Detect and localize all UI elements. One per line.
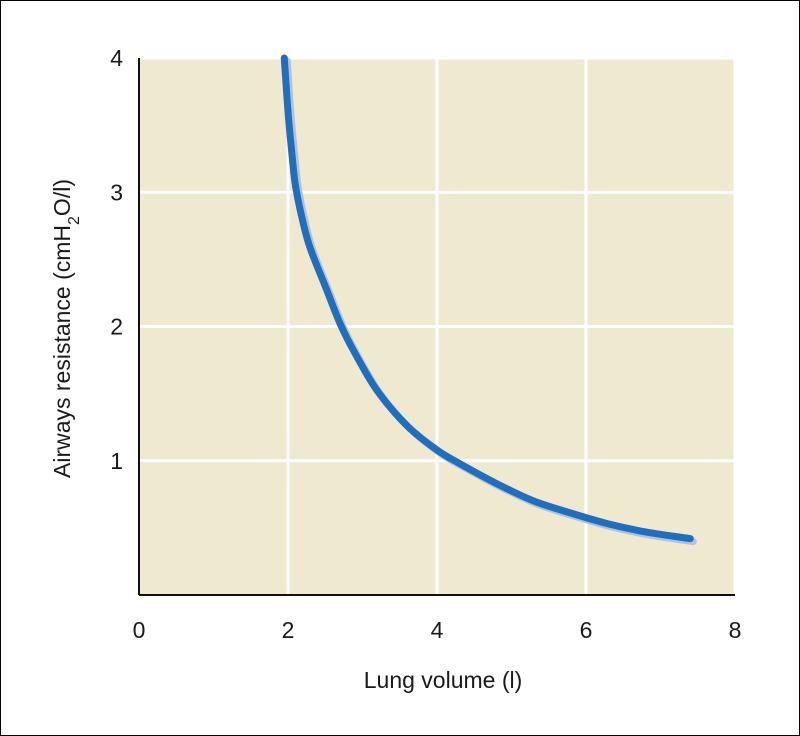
- x-tick-label-0: 0: [133, 617, 146, 643]
- y-axis-title-main: Airways resistance (cmH: [49, 225, 75, 478]
- y-tick-label-3: 3: [110, 179, 123, 205]
- y-tick-label-4: 4: [110, 45, 123, 71]
- x-tick-label-2: 2: [282, 617, 295, 643]
- y-tick-label-1: 1: [110, 448, 123, 474]
- x-tick-label-6: 6: [580, 617, 593, 643]
- series-line-0: [280, 54, 694, 543]
- tick-labels: 0 2 4 6 8 1 2 3 4: [110, 45, 741, 643]
- x-tick-label-8: 8: [729, 617, 742, 643]
- y-axis-title-subscript: 2: [66, 216, 83, 225]
- series-group: [280, 54, 697, 546]
- x-tick-label-4: 4: [431, 617, 444, 643]
- axes: [138, 58, 735, 596]
- y-tick-label-2: 2: [110, 314, 123, 340]
- y-axis-title: Airways resistance (cmH2O/l): [49, 179, 83, 478]
- x-axis-title: Lung volume (l): [364, 667, 523, 693]
- y-axis-title-tail: O/l): [49, 179, 75, 216]
- grid-lines: [139, 56, 737, 595]
